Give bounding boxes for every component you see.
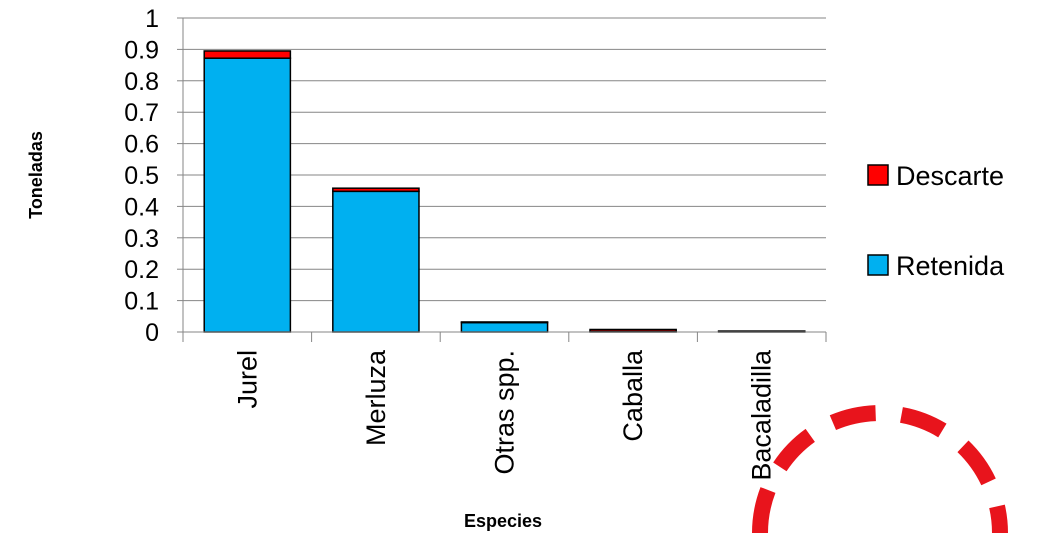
x-category-label: Otras spp. xyxy=(490,350,520,475)
y-tick-label: 0.7 xyxy=(124,99,159,127)
legend-label-retenida: Retenida xyxy=(896,251,1005,281)
axes xyxy=(177,17,827,342)
legend-swatch-retenida xyxy=(867,254,889,276)
y-tick-label: 0.8 xyxy=(124,68,159,96)
y-tick-label: 0.2 xyxy=(124,256,159,284)
y-tick-label: 0.9 xyxy=(124,36,159,64)
y-tick-label: 0 xyxy=(145,319,159,347)
x-category-label: Merluza xyxy=(361,349,391,446)
x-axis-title: Especies xyxy=(464,511,542,531)
decorative-ring-arc xyxy=(752,405,1008,533)
y-tick-label: 1 xyxy=(145,5,159,33)
bar-descarte-1 xyxy=(332,187,420,193)
bar-retenida-2 xyxy=(460,321,549,333)
x-category-label: Jurel xyxy=(232,350,262,409)
bar-descarte-2 xyxy=(460,321,549,324)
y-axis-title: Toneladas xyxy=(26,131,46,219)
y-tick-labels: 0 0.1 0.2 0.3 0.4 0.5 0.6 0.7 0.8 0.9 1 xyxy=(124,5,159,347)
x-category-label: Bacaladilla xyxy=(747,349,777,481)
y-tick-label: 0.4 xyxy=(124,193,159,221)
bar-retenida-1 xyxy=(332,190,420,333)
legend-swatch-descarte xyxy=(867,164,889,186)
legend: Descarte Retenida xyxy=(867,161,1005,281)
x-category-labels: Jurel Merluza Otras spp. Caballa Bacaladilla xyxy=(232,349,776,481)
bar-descarte-0 xyxy=(203,50,292,59)
bar-descarte-3 xyxy=(589,328,677,333)
y-tick-label: 0.5 xyxy=(124,162,159,190)
y-tick-label: 0.1 xyxy=(124,288,159,316)
x-category-label: Caballa xyxy=(618,349,648,442)
y-tick-label: 0.3 xyxy=(124,225,159,253)
bar-descarte-4 xyxy=(717,330,806,333)
bar-retenida-0 xyxy=(203,57,292,333)
y-tick-label: 0.6 xyxy=(124,131,159,159)
legend-label-descarte: Descarte xyxy=(896,161,1004,191)
bars xyxy=(203,50,806,333)
